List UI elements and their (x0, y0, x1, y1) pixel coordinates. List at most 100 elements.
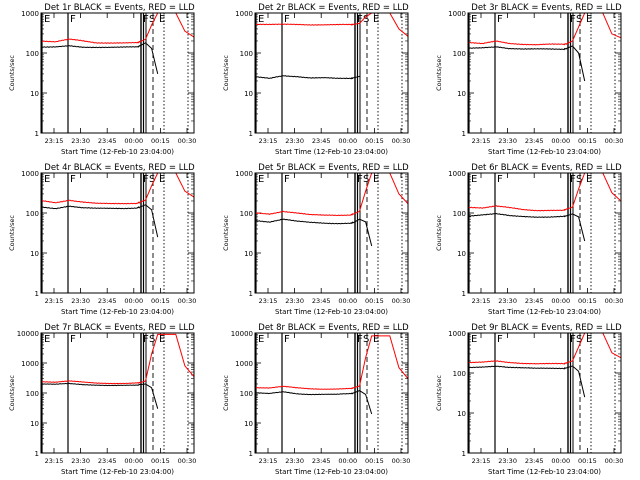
plot-frame (254, 12, 409, 134)
marker-label-s: S (576, 14, 582, 25)
x-axis-label: Start Time (12-Feb-10 23:04:00) (61, 468, 174, 476)
series-line-lld (41, 333, 194, 385)
marker-label-f: F (570, 334, 576, 345)
y-axis-label: Counts/sec (435, 55, 443, 91)
y-tick-label: 1000 (235, 360, 253, 368)
marker-label-f: F (497, 334, 503, 345)
panel-det-7: Det 7r BLACK = Events, RED = LLD Counts/s… (8, 323, 196, 476)
panel-title: Det 2r BLACK = Events, RED = LLD (258, 3, 409, 13)
marker-label-e: E (258, 174, 264, 185)
x-tick-label: 23:30 (285, 457, 304, 465)
x-tick-label: 00:00 (338, 137, 357, 145)
x-tick-label: 23:45 (525, 137, 544, 145)
marker-label-e: E (373, 174, 379, 185)
series-line-events (41, 382, 159, 409)
plot-frame (40, 332, 195, 454)
plot-frame (40, 12, 195, 134)
panel-title: Det 1r BLACK = Events, RED = LLD (44, 3, 195, 13)
x-tick-label: 00:30 (392, 137, 411, 145)
y-tick-label: 1000 (448, 330, 466, 338)
y-tick-label: 100 (453, 50, 466, 58)
marker-label-e: E (471, 14, 477, 25)
x-tick-label: 23:30 (498, 137, 517, 145)
y-tick-label: 10000 (231, 330, 253, 338)
marker-label-e: E (159, 174, 165, 185)
marker-label-f: F (357, 334, 363, 345)
panel-det-8: Det 8r BLACK = Events, RED = LLD Counts/s… (222, 323, 410, 476)
series-line-lld (41, 13, 194, 44)
x-tick-label: 00:30 (605, 297, 624, 305)
x-tick-label: 23:15 (472, 457, 491, 465)
panel-title: Det 4r BLACK = Events, RED = LLD (44, 163, 195, 173)
panel-title: Det 6r BLACK = Events, RED = LLD (471, 163, 622, 173)
y-tick-label: 100 (453, 370, 466, 378)
y-tick-label: 10 (244, 420, 253, 428)
x-tick-label: 23:45 (312, 457, 331, 465)
x-tick-label: 23:30 (71, 137, 90, 145)
y-tick-label: 1000 (21, 10, 39, 18)
x-tick-label: 00:30 (178, 457, 197, 465)
x-axis-label: Start Time (12-Feb-10 23:04:00) (488, 148, 601, 156)
x-tick-label: 00:00 (124, 457, 143, 465)
y-tick-label: 10 (30, 90, 39, 98)
x-tick-label: 23:45 (312, 297, 331, 305)
y-tick-label: 100 (26, 390, 39, 398)
x-tick-label: 00:15 (151, 297, 170, 305)
y-tick-label: 10 (30, 420, 39, 428)
y-tick-label: 10 (457, 410, 466, 418)
marker-label-e: E (471, 174, 477, 185)
y-tick-label: 100 (453, 210, 466, 218)
y-tick-label: 100 (26, 50, 39, 58)
y-tick-label: 1 (462, 450, 466, 458)
y-tick-label: 10 (457, 90, 466, 98)
series-line-events (255, 218, 373, 247)
x-axis-label: Start Time (12-Feb-10 23:04:00) (275, 308, 388, 316)
marker-label-e: E (159, 334, 165, 345)
panel-title: Det 8r BLACK = Events, RED = LLD (258, 323, 409, 333)
x-tick-label: 23:15 (472, 137, 491, 145)
marker-label-f: F (497, 14, 503, 25)
x-tick-label: 23:15 (472, 297, 491, 305)
panel-title: Det 7r BLACK = Events, RED = LLD (44, 323, 195, 333)
x-tick-label: 00:15 (365, 457, 384, 465)
plot-frame (254, 332, 409, 454)
x-tick-label: 00:30 (178, 137, 197, 145)
y-tick-label: 10 (244, 250, 253, 258)
series-line-events (255, 390, 373, 415)
plot-frame (467, 332, 622, 454)
x-axis-label: Start Time (12-Feb-10 23:04:00) (488, 468, 601, 476)
panel-title: Det 9r BLACK = Events, RED = LLD (471, 323, 622, 333)
marker-label-s: S (363, 334, 369, 345)
series-line-lld (468, 333, 621, 365)
x-tick-label: 00:30 (605, 457, 624, 465)
x-tick-label: 23:15 (45, 297, 64, 305)
marker-label-f: F (284, 14, 290, 25)
x-tick-label: 00:15 (578, 457, 597, 465)
x-tick-label: 23:45 (525, 297, 544, 305)
panel-det-1: Det 1r BLACK = Events, RED = LLD Counts/s… (8, 3, 196, 156)
y-tick-label: 1000 (448, 10, 466, 18)
y-tick-label: 1000 (235, 170, 253, 178)
x-tick-label: 00:15 (578, 137, 597, 145)
y-axis-label: Counts/sec (435, 215, 443, 251)
y-tick-label: 10 (457, 250, 466, 258)
marker-label-s: S (149, 14, 155, 25)
series-line-events (468, 45, 586, 82)
x-tick-label: 00:00 (124, 297, 143, 305)
series-line-lld (468, 173, 621, 212)
panel-title: Det 3r BLACK = Events, RED = LLD (471, 3, 622, 13)
marker-label-f: F (143, 14, 149, 25)
marker-label-f: F (284, 174, 290, 185)
marker-label-f: F (570, 174, 576, 185)
marker-label-e: E (373, 14, 379, 25)
y-tick-label: 1 (35, 450, 39, 458)
panel-det-4: Det 4r BLACK = Events, RED = LLD Counts/s… (8, 163, 196, 316)
y-tick-label: 1000 (21, 360, 39, 368)
x-tick-label: 00:00 (551, 457, 570, 465)
y-tick-label: 100 (26, 210, 39, 218)
y-axis-label: Counts/sec (222, 215, 230, 251)
plot-frame (254, 172, 409, 294)
x-tick-label: 00:30 (605, 137, 624, 145)
